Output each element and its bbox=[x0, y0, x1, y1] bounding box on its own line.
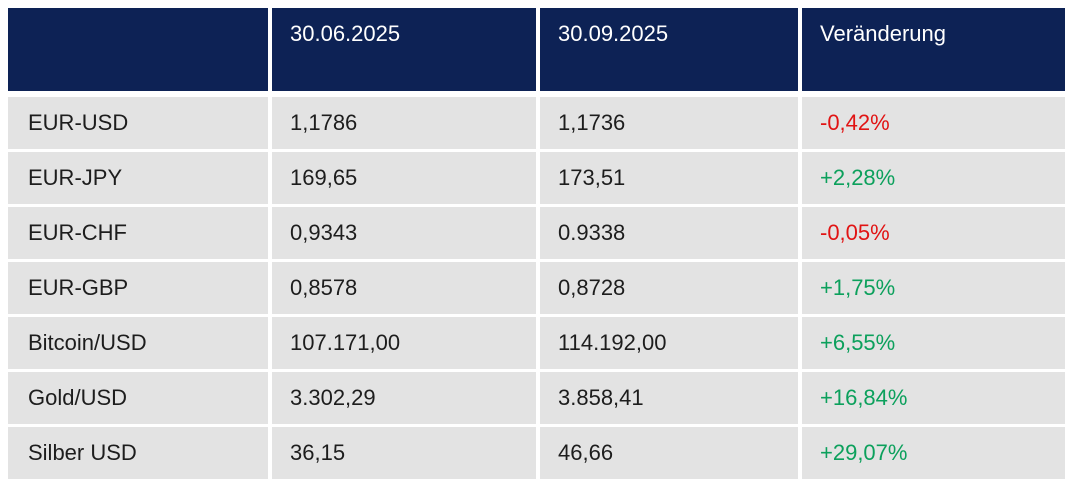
value-first-date-cell: 0,9343 bbox=[272, 207, 536, 259]
value-first-date-cell: 169,65 bbox=[272, 152, 536, 204]
value-first-date-cell: 36,15 bbox=[272, 427, 536, 479]
table-row: EUR-JPY 169,65 173,51 +2,28% bbox=[8, 152, 1065, 204]
change-percent-cell: -0,05% bbox=[802, 207, 1065, 259]
table-row: Gold/USD 3.302,29 3.858,41 +16,84% bbox=[8, 372, 1065, 424]
table-header-row: 30.06.2025 30.09.2025 Veränderung bbox=[8, 8, 1065, 91]
instrument-label-cell: EUR-JPY bbox=[8, 152, 268, 204]
value-first-date-cell: 107.171,00 bbox=[272, 317, 536, 369]
table-row: EUR-GBP 0,8578 0,8728 +1,75% bbox=[8, 262, 1065, 314]
instrument-label-cell: EUR-CHF bbox=[8, 207, 268, 259]
change-percent-cell: +6,55% bbox=[802, 317, 1065, 369]
instrument-label-cell: Bitcoin/USD bbox=[8, 317, 268, 369]
table-row: EUR-CHF 0,9343 0.9338 -0,05% bbox=[8, 207, 1065, 259]
value-second-date-cell: 0.9338 bbox=[540, 207, 798, 259]
header-cell-date-2: 30.09.2025 bbox=[540, 8, 798, 91]
table-row: Silber USD 36,15 46,66 +29,07% bbox=[8, 427, 1065, 479]
value-first-date-cell: 1,1786 bbox=[272, 97, 536, 149]
value-first-date-cell: 0,8578 bbox=[272, 262, 536, 314]
table-row: Bitcoin/USD 107.171,00 114.192,00 +6,55% bbox=[8, 317, 1065, 369]
header-cell-instrument bbox=[8, 8, 268, 91]
instrument-label-cell: Gold/USD bbox=[8, 372, 268, 424]
value-second-date-cell: 0,8728 bbox=[540, 262, 798, 314]
header-cell-change: Veränderung bbox=[802, 8, 1065, 91]
value-second-date-cell: 114.192,00 bbox=[540, 317, 798, 369]
value-first-date-cell: 3.302,29 bbox=[272, 372, 536, 424]
change-percent-cell: +2,28% bbox=[802, 152, 1065, 204]
instrument-label-cell: EUR-USD bbox=[8, 97, 268, 149]
change-percent-cell: +16,84% bbox=[802, 372, 1065, 424]
change-percent-cell: +1,75% bbox=[802, 262, 1065, 314]
change-percent-cell: +29,07% bbox=[802, 427, 1065, 479]
value-second-date-cell: 1,1736 bbox=[540, 97, 798, 149]
header-cell-date-1: 30.06.2025 bbox=[272, 8, 536, 91]
value-second-date-cell: 3.858,41 bbox=[540, 372, 798, 424]
value-second-date-cell: 46,66 bbox=[540, 427, 798, 479]
instrument-label-cell: EUR-GBP bbox=[8, 262, 268, 314]
market-data-table: 30.06.2025 30.09.2025 Veränderung EUR-US… bbox=[8, 8, 1065, 479]
value-second-date-cell: 173,51 bbox=[540, 152, 798, 204]
instrument-label-cell: Silber USD bbox=[8, 427, 268, 479]
table-row: EUR-USD 1,1786 1,1736 -0,42% bbox=[8, 97, 1065, 149]
change-percent-cell: -0,42% bbox=[802, 97, 1065, 149]
